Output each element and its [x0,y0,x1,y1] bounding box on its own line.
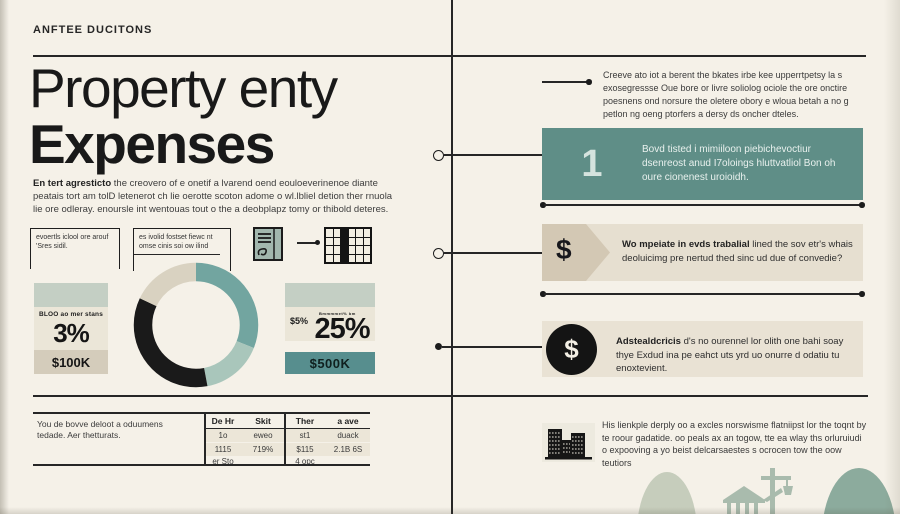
annotation-box-2: es ivolid fostset fiewc nt omse cinis so… [133,228,231,271]
connector-circle-2 [433,248,444,259]
step-3-text: Adstealdcricis d's no ourennel lor olith… [616,335,854,376]
building-grid-icon [324,227,372,264]
arrow-head-dot [315,240,320,245]
step-1-text: Bovd tisted i mimiiloon piebichevoctiur … [642,144,836,183]
title-line-1: Property enty [29,57,338,119]
table-cell: $115 [296,445,314,454]
stat-card-2-top-band [285,283,375,307]
step-2-box: $ Wo mpeiate in evds trabalial lined the… [542,224,863,281]
step-1-number: 1 [581,142,603,185]
table-cell: 719% [252,445,274,454]
step-2-lead: Wo mpeiate in evds trabalial [622,239,750,250]
step-3-lead: Adstealdcricis [616,336,681,347]
annotation-box-2-underline [134,254,220,255]
step-1-box: 1 Bovd tisted i mimiiloon piebichevoctiu… [542,128,863,200]
stat-card-1-label: BLOO ao mer stans [38,311,104,318]
house-crane-shape [723,468,805,514]
separator-1-dot-right [859,202,865,208]
bottom-edge-shadow [0,507,900,514]
table-cell: eweo [253,431,273,440]
dollar-circle-icon: $ [546,323,597,375]
chevron-shape [542,224,610,281]
step-2-text: Wo mpeiate in evds trabalial lined the s… [622,238,854,265]
dollar-icon: $ [556,234,572,265]
step-3-box: $ Adstealdcricis d's no ourennel lor oli… [542,321,863,377]
table-vline-1 [204,412,206,466]
separator-2-line [544,293,860,295]
stat-card-2-footer: $500K [285,352,375,374]
stat-card-2: $5% Bmmmmet% bm 25% $500K [285,283,375,374]
intro-paragraph: En tert agresticto the creovero of e one… [33,177,395,216]
separator-2-dot-right [859,291,865,297]
intro-connector-dot [586,79,592,85]
table-header-cell: Ther [295,416,315,426]
separator-1-dot-left [540,202,546,208]
left-edge-shadow [0,0,9,514]
annotation-box-1: evoertls iclool ore arouf 'Sres sidil. [30,228,120,269]
connector-dot-3 [435,343,442,350]
title-line-2: Expenses [29,113,275,175]
table-footer-row: er Sto 4 opc [204,456,370,466]
table-cell: 1115 [214,445,232,454]
stat-card-2-tiny-note: Bmmmmet% bm [319,311,356,316]
table-bottom-border [33,464,370,466]
bottom-rule [33,395,868,397]
separator-2-dot-left [540,291,546,297]
table-header-row: De Hr Skit Ther a ave [204,414,370,428]
table-description: You de bovve deloot a oduumens tedade. A… [37,419,163,440]
connector-circle-1 [433,150,444,161]
table-header-cell: De Hr [211,416,235,426]
vertical-divider [451,0,453,514]
right-intro-paragraph: Creeve ato iot a berent the bkates irbe … [603,70,849,119]
table-top-border [33,412,370,414]
table-header-underline [204,428,370,429]
intro-connector-line [542,81,588,83]
table-footer-cell: 4 opc [295,456,315,466]
connector-line-2 [444,252,542,254]
separator-1-line [544,204,860,206]
table-cell: 1o [218,431,228,440]
stat-card-1-top-band [34,283,108,307]
document-icon [253,227,283,266]
donut-chart [133,262,259,393]
right-edge-shadow [884,0,900,514]
page-title: Property enty Expenses [29,57,338,175]
building-icon [545,429,592,460]
building-icon-panel [542,423,595,462]
intro-lead: En tert agresticto [33,178,112,189]
intro-rest: the creovero of e onetif a lvarend oend … [33,178,393,215]
table-cell: 2.1B 6S [333,445,363,454]
stat-card-2-label: $5% [290,316,309,326]
table-cell: duack [337,431,359,440]
bottom-right-paragraph: His lienkple derply oo a excles norswism… [602,420,867,468]
kicker: ANFTEE DUCITONS [33,24,153,36]
table-vline-2 [284,412,286,466]
arrow-connector [297,242,317,244]
stat-card-1-value: 3% [53,318,90,348]
stat-card-2-body: $5% Bmmmmet% bm 25% [285,307,375,345]
annotation-text-2: es ivolid fostset fiewc nt omse cinis so… [139,234,213,250]
annotation-text-1: evoertls iclool ore arouf 'Sres sidil. [36,234,109,250]
connector-line-1 [444,154,542,156]
table-row: 1o eweo st1 duack [204,429,370,442]
stat-card-1-body: BLOO ao mer stans 3% [34,307,108,350]
connector-line-3 [442,346,542,348]
stat-card-2-value: 25% [314,313,370,345]
table-footer-cell: er Sto [212,456,234,466]
table-cell: st1 [299,431,311,440]
step-3-rest: d's no ourennel lor olith one bahi soay … [616,336,844,374]
table-row: 1115 719% $115 2.1B 6S [204,443,370,456]
data-table: De Hr Skit Ther a ave 1o eweo st1 duack … [204,414,370,466]
table-header-cell: Skit [255,416,271,426]
stat-card-1-footer: $100K [34,350,108,374]
dollar-glyph: $ [564,333,579,364]
step-2-rest: lined the sov etr's whais deoluicimg pre… [622,239,853,264]
table-header-cell: a ave [337,416,359,426]
top-rule [33,55,866,57]
stat-card-1: BLOO ao mer stans 3% $100K [34,283,108,374]
